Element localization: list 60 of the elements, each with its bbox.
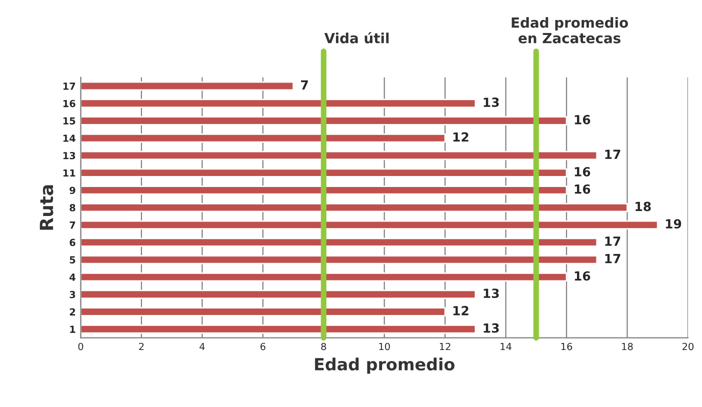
bar [80,255,598,264]
y-tick-label: 14 [63,134,76,142]
data-label: 17 [605,254,620,264]
bar [80,238,598,247]
x-tick-label: 20 [682,342,694,350]
bar [80,220,658,230]
data-label: 13 [484,323,499,333]
bar [80,134,446,143]
x-tick-label: 14 [500,342,512,350]
x-tick-label: 0 [78,342,84,350]
x-tick-label: 10 [379,342,390,350]
y-tick-label: 11 [63,169,76,177]
y-tick-label: 3 [70,290,76,298]
y-axis-title: Ruta [40,185,54,230]
x-tick-label: 8 [321,342,326,350]
bar [80,98,476,108]
bar [80,81,294,91]
data-label: 17 [605,236,620,246]
bar [80,290,476,299]
y-tick-label: 5 [70,256,76,264]
x-tick-label: 16 [561,342,572,350]
bar [80,168,568,178]
y-tick-label: 13 [63,152,76,160]
y-tick-label: 7 [70,222,76,229]
x-tick-label: 4 [200,342,205,350]
x-tick-label: 6 [260,342,266,350]
y-tick-label: 4 [70,274,76,281]
bar [80,150,598,160]
data-label: 18 [636,202,651,212]
data-label: 16 [574,184,590,194]
bar [80,186,568,195]
y-tick-label: 6 [70,238,76,246]
y-tick-label: 16 [63,100,76,108]
ref-line-label: Edad promedio en Zacatecas [512,17,628,44]
data-label: 12 [453,132,468,142]
bar [80,307,446,316]
y-tick-label: 2 [70,308,76,316]
y-tick-label: 15 [63,117,76,125]
bar [80,272,568,282]
x-tick-label: 12 [440,342,450,350]
bar [80,202,628,212]
data-label: 16 [574,167,590,176]
data-label: 17 [605,150,620,159]
x-axis-title: Edad promedio [315,358,454,374]
y-tick-label: 1 [70,326,76,333]
y-tick-label: 9 [70,186,76,194]
x-tick-label: 2 [139,342,144,350]
bar [80,324,476,334]
ref-line-label: Vida útil [324,32,389,44]
data-label: 16 [574,271,590,281]
x-tick-label: 18 [622,342,633,350]
data-label: 7 [301,80,308,90]
data-label: 19 [666,219,682,229]
data-label: 13 [484,98,499,108]
y-tick-label: 17 [63,82,76,90]
y-tick-label: 8 [70,204,76,212]
bar [80,116,568,126]
data-label: 13 [484,288,499,298]
data-label: 16 [574,114,590,124]
data-label: 12 [453,306,468,316]
